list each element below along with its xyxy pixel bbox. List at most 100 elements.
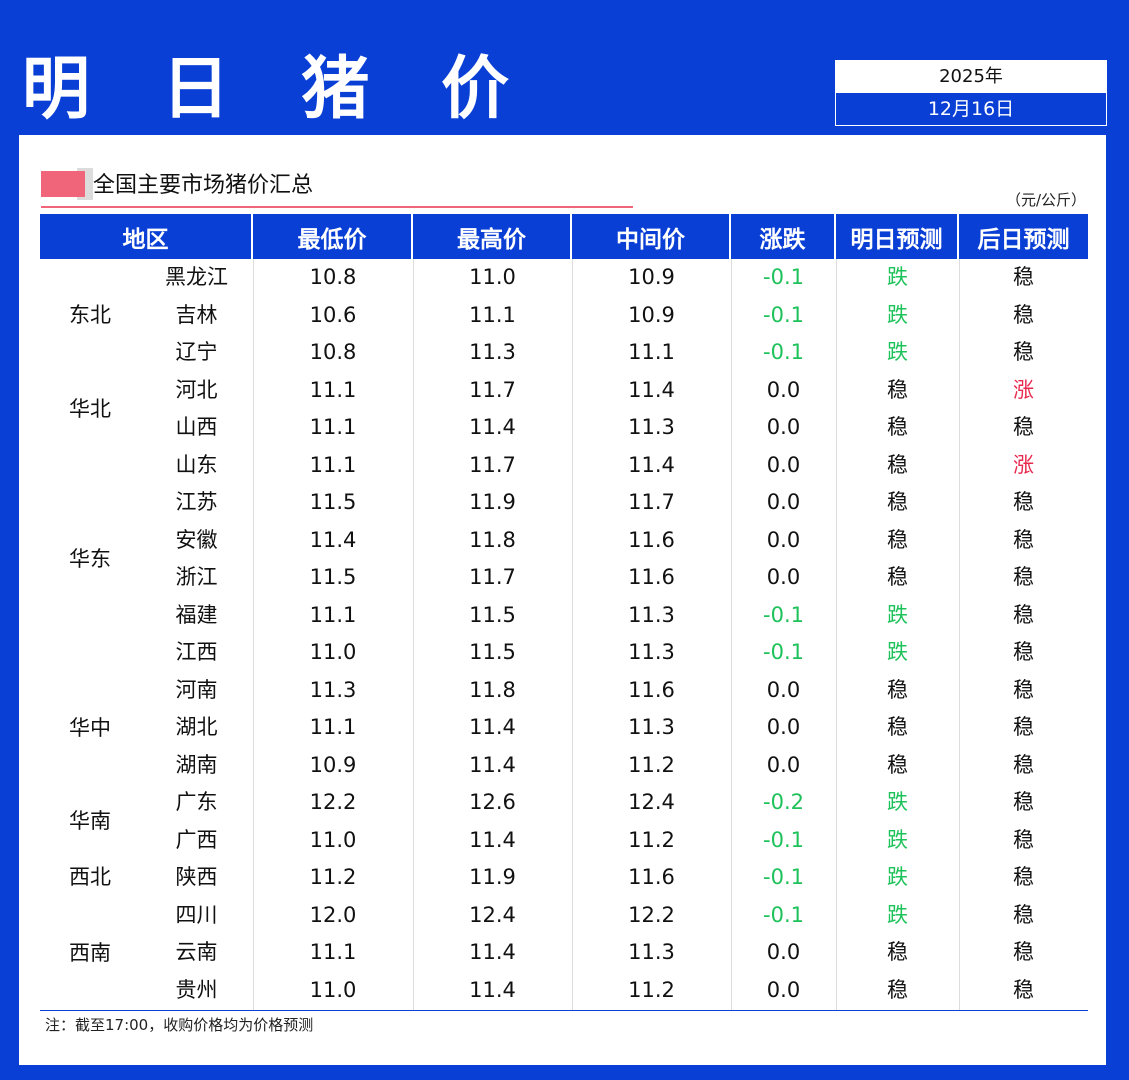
cell-high: 11.8 (469, 677, 516, 702)
cell-tomorrow: 稳 (887, 415, 908, 439)
section-underline (41, 206, 633, 208)
section-marker-icon (41, 171, 85, 197)
cell-high: 11.4 (469, 977, 516, 1002)
cell-after: 稳 (1013, 265, 1034, 289)
cell-mid: 11.3 (628, 940, 675, 964)
cell-high: 12.6 (469, 790, 516, 814)
cell-low: 10.8 (309, 340, 357, 364)
cell-after: 稳 (1013, 527, 1034, 552)
cell-province: 河北 (175, 377, 218, 402)
cell-low: 11.5 (309, 490, 357, 514)
cell-tomorrow: 跌 (887, 265, 908, 289)
cell-change: 0.0 (766, 415, 801, 439)
cell-after: 稳 (1013, 340, 1034, 364)
table-row: 四川 12.0 12.4 12.2 -0.1 跌 稳 (40, 897, 1088, 935)
cell-province: 山东 (175, 452, 218, 477)
cell-low: 11.1 (309, 377, 357, 402)
cell-high: 11.5 (469, 602, 516, 627)
cell-low: 11.1 (309, 715, 357, 739)
cell-after: 稳 (1013, 715, 1034, 739)
column-header: 中间价 (572, 214, 731, 259)
cell-high: 11.8 (469, 527, 516, 552)
cell-after: 稳 (1013, 827, 1034, 852)
cell-change: 0.0 (766, 977, 801, 1002)
cell-change: 0.0 (766, 452, 801, 477)
cell-province: 浙江 (175, 565, 218, 589)
cell-change: 0.0 (766, 565, 801, 589)
cell-change: -0.1 (763, 302, 804, 327)
cell-high: 11.3 (469, 340, 516, 364)
column-header: 地区 (40, 214, 253, 259)
cell-province: 江苏 (175, 490, 218, 514)
cell-low: 11.4 (309, 527, 357, 552)
table-row: 广西 11.0 11.4 11.2 -0.1 跌 稳 (40, 822, 1088, 860)
cell-change: -0.1 (763, 865, 804, 889)
region-label: 华南 (69, 809, 111, 833)
cell-low: 11.1 (309, 415, 357, 439)
cell-province: 陕西 (175, 865, 218, 889)
cell-after: 稳 (1013, 977, 1034, 1002)
cell-mid: 11.1 (628, 340, 675, 364)
cell-high: 11.4 (469, 415, 516, 439)
date-day: 12月16日 (836, 93, 1106, 125)
cell-high: 11.0 (469, 265, 516, 289)
cell-low: 11.0 (309, 977, 357, 1002)
table-header: 地区 最低价 最高价 中间价 涨跌 明日预测 后日预测 (40, 214, 1088, 259)
cell-change: 0.0 (766, 940, 801, 964)
cell-mid: 11.2 (628, 977, 675, 1002)
cell-province: 广西 (175, 827, 218, 852)
table-row: 湖北 11.1 11.4 11.3 0.0 稳 稳 (40, 709, 1088, 747)
cell-mid: 11.3 (628, 415, 675, 439)
cell-province: 福建 (175, 602, 218, 627)
table-row: 山东 11.1 11.7 11.4 0.0 稳 涨 (40, 447, 1088, 485)
cell-tomorrow: 稳 (887, 527, 908, 552)
region-label: 华中 (69, 715, 111, 740)
cell-after: 稳 (1013, 902, 1034, 927)
cell-province: 安徽 (175, 527, 218, 552)
column-divider (731, 259, 732, 1010)
table-row: 江苏 11.5 11.9 11.7 0.0 稳 稳 (40, 484, 1088, 522)
cell-change: -0.1 (763, 827, 804, 852)
cell-mid: 11.7 (628, 490, 675, 514)
column-divider (959, 259, 960, 1010)
column-divider (572, 259, 573, 1010)
cell-after: 涨 (1013, 377, 1034, 402)
cell-after: 稳 (1013, 640, 1034, 664)
cell-after: 涨 (1013, 452, 1034, 477)
cell-tomorrow: 稳 (887, 377, 908, 402)
cell-tomorrow: 稳 (887, 715, 908, 739)
cell-mid: 11.3 (628, 715, 675, 739)
cell-province: 湖南 (175, 752, 218, 777)
table-row: 浙江 11.5 11.7 11.6 0.0 稳 稳 (40, 559, 1088, 597)
cell-after: 稳 (1013, 415, 1034, 439)
cell-after: 稳 (1013, 940, 1034, 964)
column-header: 明日预测 (836, 214, 959, 259)
cell-high: 11.5 (469, 640, 516, 664)
cell-change: 0.0 (766, 715, 801, 739)
cell-province: 四川 (175, 902, 218, 927)
section-header: 全国主要市场猪价汇总 (41, 168, 633, 211)
cell-change: 0.0 (766, 677, 801, 702)
column-divider (836, 259, 837, 1010)
content-panel: 全国主要市场猪价汇总 （元/公斤） 地区 最低价 最高价 中间价 涨跌 明日预测 后日预测 … (19, 135, 1106, 1065)
cell-tomorrow: 跌 (887, 790, 908, 814)
cell-low: 11.1 (309, 940, 357, 964)
cell-after: 稳 (1013, 490, 1034, 514)
cell-high: 11.4 (469, 827, 516, 852)
date-box: 2025年 12月16日 (835, 60, 1107, 126)
cell-province: 山西 (175, 415, 218, 439)
cell-change: 0.0 (766, 490, 801, 514)
cell-low: 11.0 (309, 827, 357, 852)
cell-mid: 11.6 (628, 527, 675, 552)
cell-low: 11.5 (309, 565, 357, 589)
table-row: 河北 11.1 11.7 11.4 0.0 稳 涨 (40, 372, 1088, 410)
cell-high: 11.9 (469, 865, 516, 889)
cell-tomorrow: 跌 (887, 902, 908, 927)
cell-mid: 11.3 (628, 602, 675, 627)
cell-low: 12.0 (309, 902, 357, 927)
cell-province: 广东 (175, 790, 218, 814)
table-row: 山西 11.1 11.4 11.3 0.0 稳 稳 (40, 409, 1088, 447)
cell-high: 11.7 (469, 565, 516, 589)
table-row: 安徽 11.4 11.8 11.6 0.0 稳 稳 (40, 522, 1088, 560)
cell-tomorrow: 跌 (887, 640, 908, 664)
